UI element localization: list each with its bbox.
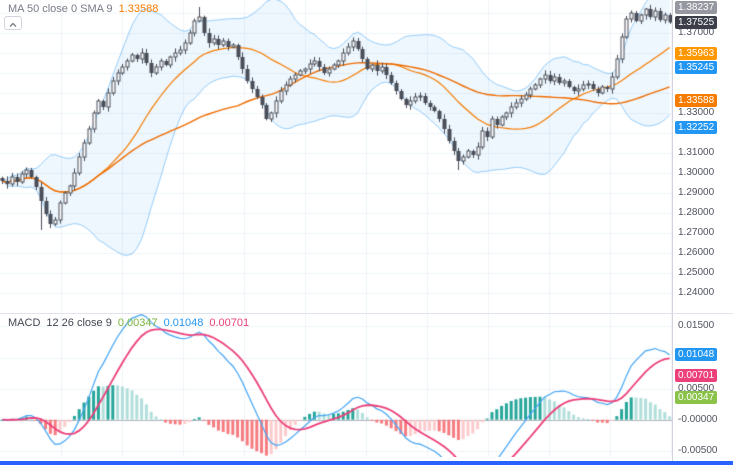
axis-tick-label: 1.26000 bbox=[678, 247, 715, 258]
axis-price-badge: 1.35963 bbox=[675, 46, 718, 60]
bottom-toolbar-edge bbox=[0, 461, 733, 465]
axis-tick-label: -0.00000 bbox=[678, 413, 718, 425]
axis-price-badge: 1.37525 bbox=[675, 15, 718, 29]
axis-tick-label: 1.24000 bbox=[678, 287, 715, 298]
macd-chart-canvas[interactable] bbox=[0, 314, 672, 457]
axis-price-badge: 0.00701 bbox=[675, 369, 718, 383]
axis-tick-label: 1.29000 bbox=[678, 187, 715, 198]
main-indicator-value: 1.33588 bbox=[118, 3, 159, 15]
axis-tick-label: 1.33000 bbox=[678, 107, 715, 118]
axis-tick-label: 0.00500 bbox=[678, 382, 715, 394]
pane-separator[interactable] bbox=[0, 313, 733, 314]
axis-tick-label: 1.27000 bbox=[678, 227, 715, 238]
axis-tick-label: 1.28000 bbox=[678, 207, 715, 218]
axis-tick-label: -0.00500 bbox=[678, 444, 718, 456]
axis-tick-label: 1.30000 bbox=[678, 167, 715, 178]
macd-indicator-params: 12 26 close 9 bbox=[46, 317, 112, 329]
axis-tick-label: 1.25000 bbox=[678, 267, 715, 278]
axis-price-badge: 0.01048 bbox=[675, 347, 718, 361]
axis-price-badge: 1.38237 bbox=[675, 1, 718, 15]
chevron-up-icon bbox=[9, 16, 17, 31]
axis-price-badge: 1.32252 bbox=[675, 120, 718, 134]
axis-tick-label: 1.37000 bbox=[678, 27, 715, 38]
macd-value-macd: 0.01048 bbox=[163, 317, 204, 329]
price-axis[interactable]: 1.37000 1.33000 1.31000 1.30000 1.29000 1.280… bbox=[672, 0, 733, 465]
pane-collapse-button[interactable] bbox=[4, 16, 22, 30]
axis-tick-label: 1.31000 bbox=[678, 147, 715, 158]
macd-indicator-title[interactable]: MACD bbox=[8, 317, 41, 329]
candlestick-chart-canvas[interactable] bbox=[0, 0, 672, 313]
axis-tick-label: 0.01500 bbox=[678, 320, 715, 332]
axis-price-badge: 1.33588 bbox=[675, 94, 718, 108]
macd-indicator-legend[interactable]: MACD 12 26 close 9 0.00347 0.01048 0.007… bbox=[8, 317, 249, 329]
macd-value-signal: 0.00701 bbox=[209, 317, 250, 329]
macd-value-histogram: 0.00347 bbox=[117, 317, 158, 329]
main-indicator-legend[interactable]: MA 50 close 0 SMA 9 1.33588 bbox=[8, 3, 158, 15]
axis-price-badge: 1.35245 bbox=[675, 61, 718, 75]
axis-price-badge: 0.00347 bbox=[675, 391, 718, 405]
main-indicator-title[interactable]: MA 50 close 0 SMA 9 bbox=[8, 3, 113, 15]
